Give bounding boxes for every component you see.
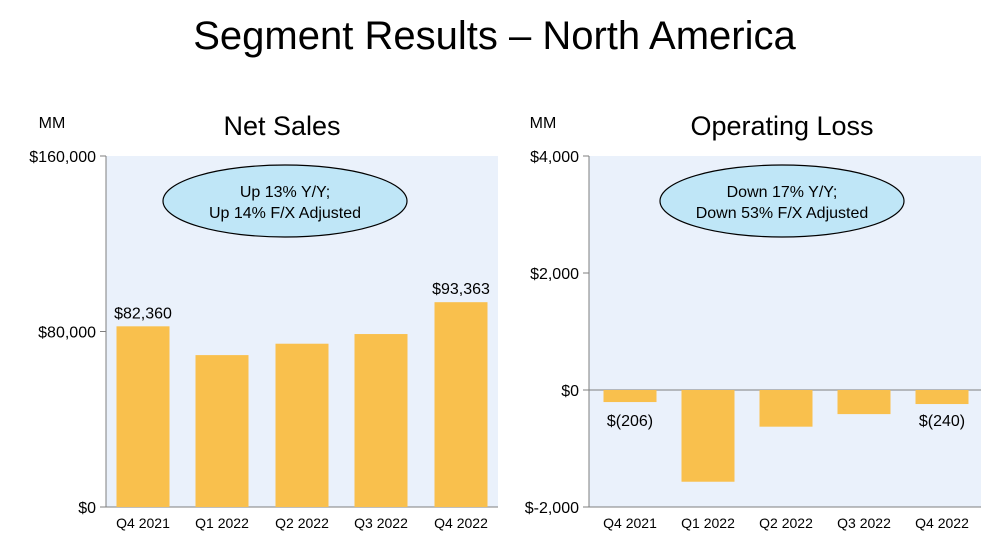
- operating-loss-data-label: $(240): [919, 413, 965, 430]
- operating-loss-callout-text: Down 53% F/X Adjusted: [696, 205, 869, 222]
- page-title: Segment Results – North America: [193, 14, 796, 58]
- net-sales-unit-label: MM: [39, 115, 66, 132]
- operating-loss-x-tick-label: Q3 2022: [837, 515, 891, 531]
- operating-loss-bar: [681, 390, 735, 482]
- net-sales-data-label: $93,363: [432, 281, 490, 298]
- operating-loss-unit-label: MM: [530, 115, 557, 132]
- operating-loss-callout-bubble: [659, 164, 905, 238]
- net-sales-bar: [195, 355, 249, 507]
- operating-loss-chart-title: Operating Loss: [690, 111, 873, 141]
- operating-loss-bar: [759, 390, 813, 427]
- net-sales-x-tick-label: Q4 2022: [434, 515, 488, 531]
- net-sales-chart-title: Net Sales: [223, 111, 340, 141]
- net-sales-bar: [434, 302, 488, 507]
- operating-loss-x-tick-label: Q2 2022: [759, 515, 813, 531]
- net-sales-x-tick-label: Q2 2022: [275, 515, 329, 531]
- net-sales-x-tick-label: Q3 2022: [354, 515, 408, 531]
- operating-loss-y-tick-label: $-2,000: [525, 500, 579, 517]
- operating-loss-y-tick-label: $4,000: [530, 149, 579, 166]
- operating-loss-bar: [915, 390, 969, 405]
- net-sales-callout-text: Up 13% Y/Y;: [240, 184, 330, 201]
- operating-loss-data-label: $(206): [607, 413, 653, 430]
- net-sales-bar: [116, 326, 170, 507]
- net-sales-callout-text: Up 14% F/X Adjusted: [209, 205, 361, 222]
- operating-loss-x-tick-label: Q4 2022: [915, 515, 969, 531]
- net-sales-y-tick-label: $160,000: [29, 149, 96, 166]
- operating-loss-bar: [603, 390, 657, 403]
- operating-loss-y-tick-label: $0: [561, 383, 579, 400]
- net-sales-y-tick-label: $80,000: [38, 325, 96, 342]
- operating-loss-bar: [837, 390, 891, 415]
- net-sales-bar: [354, 334, 408, 507]
- net-sales-y-tick-label: $0: [78, 500, 96, 517]
- operating-loss-callout-text: Down 17% Y/Y;: [727, 184, 838, 201]
- net-sales-callout-bubble: [162, 164, 408, 238]
- net-sales-x-tick-label: Q4 2021: [116, 515, 170, 531]
- operating-loss-x-tick-label: Q4 2021: [603, 515, 657, 531]
- net-sales-bar: [275, 343, 329, 507]
- operating-loss-x-tick-label: Q1 2022: [681, 515, 735, 531]
- net-sales-data-label: $82,360: [114, 305, 172, 322]
- net-sales-x-tick-label: Q1 2022: [195, 515, 249, 531]
- operating-loss-y-tick-label: $2,000: [530, 266, 579, 283]
